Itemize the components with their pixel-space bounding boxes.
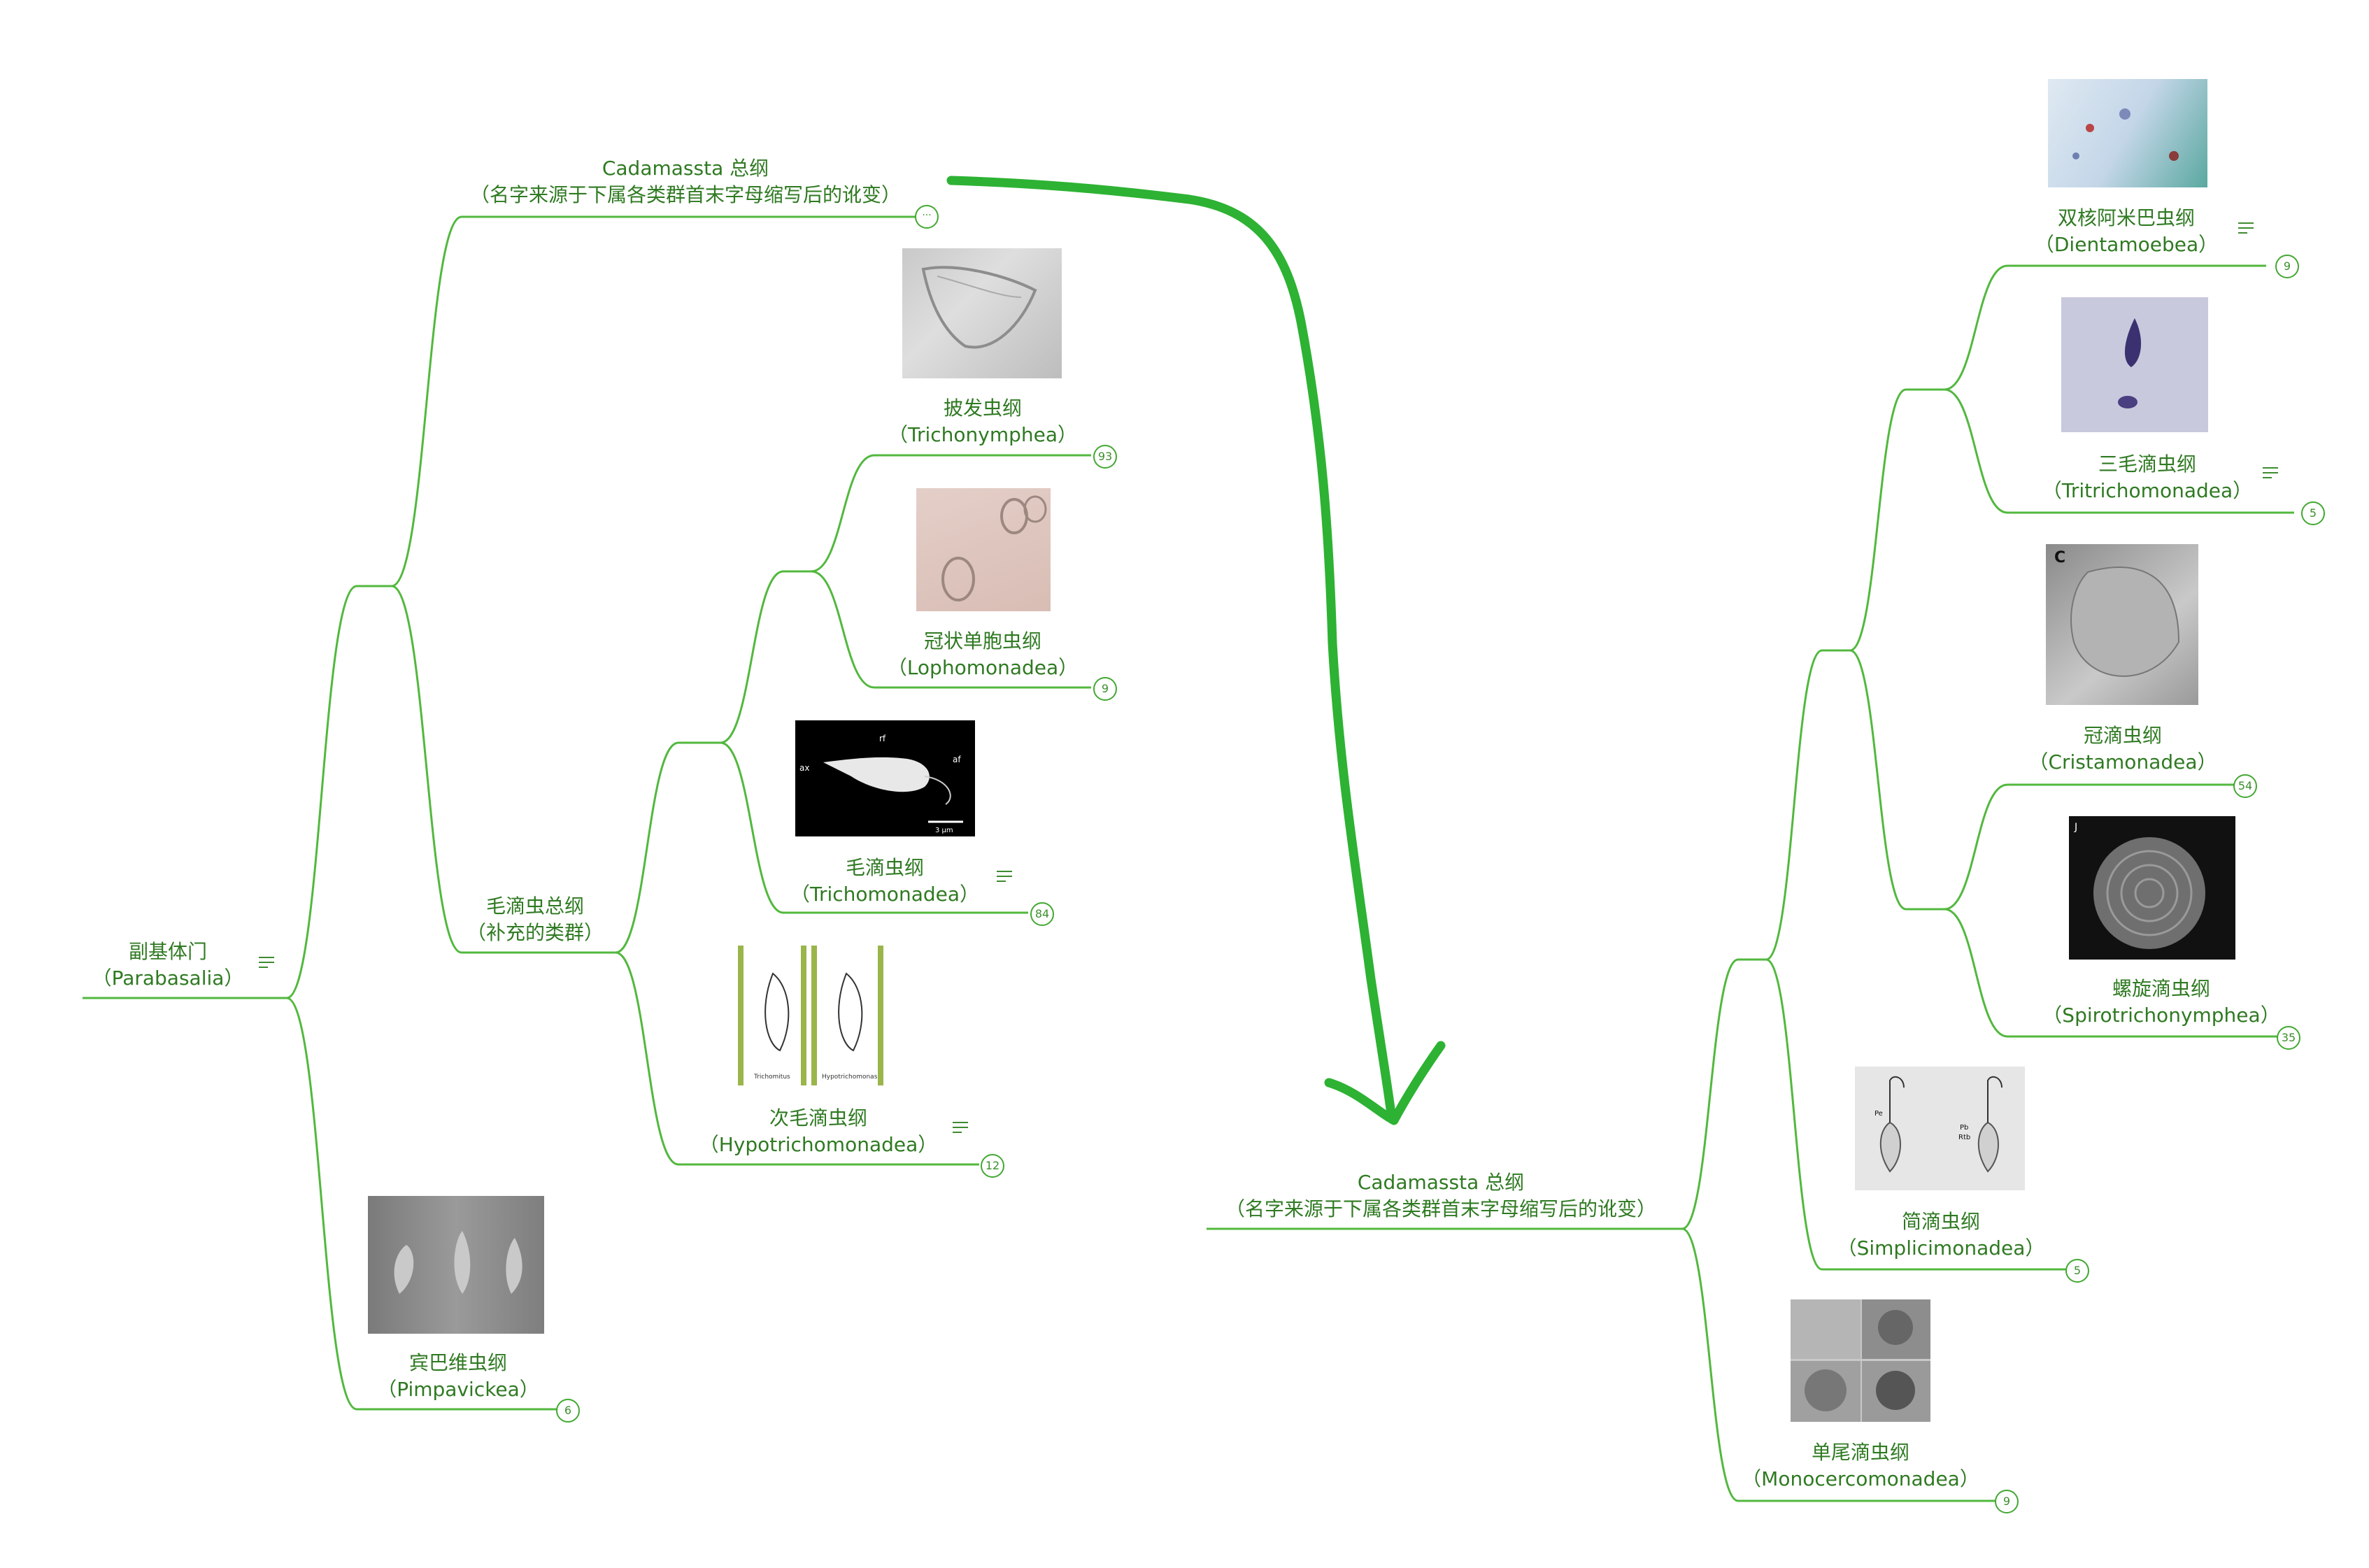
node-trichonymphea[interactable]: 披发虫纲 （Trichonymphea） bbox=[867, 395, 1098, 448]
image-label: ax bbox=[799, 763, 809, 773]
node-title: 披发虫纲 bbox=[943, 397, 1022, 420]
node-title: 三毛滴虫纲 bbox=[2098, 452, 2196, 476]
trichomonadea-image: ax rf af 3 μm bbox=[795, 720, 975, 836]
node-title: 副基体门 bbox=[128, 940, 207, 963]
child-count-badge[interactable]: 84 bbox=[1030, 902, 1054, 926]
node-cadamassta-left[interactable]: Cadamassta 总纲 （名字来源于下属各类群首末字母缩写后的讹变） bbox=[455, 155, 916, 208]
node-title: Cadamassta 总纲 bbox=[1357, 1171, 1525, 1194]
node-latin-name: （Pimpavickea） bbox=[377, 1378, 539, 1401]
node-hypotrichomonadea[interactable]: 次毛滴虫纲 （Hypotrichomonadea） bbox=[692, 1105, 944, 1158]
monocercomonadea-image bbox=[1791, 1299, 1930, 1422]
node-title: 螺旋滴虫纲 bbox=[2112, 977, 2210, 1000]
collapse-toggle-button[interactable]: ··· bbox=[915, 205, 939, 229]
node-title: 毛滴虫纲 bbox=[845, 856, 924, 879]
node-description: （名字来源于下属各类群首末字母缩写后的讹变） bbox=[1225, 1197, 1656, 1220]
node-latin-name: （Lophomonadea） bbox=[887, 656, 1079, 679]
node-cristamonadea[interactable]: 冠滴虫纲 （Cristamonadea） bbox=[2007, 722, 2238, 776]
image-label: Pe bbox=[1874, 1110, 1883, 1118]
node-cadamassta-right[interactable]: Cadamassta 总纲 （名字来源于下属各类群首末字母缩写后的讹变） bbox=[1217, 1169, 1665, 1223]
node-description: （名字来源于下属各类群首末字母缩写后的讹变） bbox=[469, 183, 901, 206]
node-latin-name: （Trichomonadea） bbox=[790, 883, 980, 906]
node-title: 毛滴虫总纲 bbox=[485, 895, 584, 918]
node-title: Cadamassta 总纲 bbox=[602, 157, 769, 180]
node-title: 单尾滴虫纲 bbox=[1811, 1441, 1909, 1464]
image-label: Hypotrichomonas bbox=[822, 1074, 878, 1081]
scale-bar-label: 3 μm bbox=[935, 827, 953, 834]
note-icon[interactable] bbox=[2238, 222, 2254, 235]
node-lophomonadea[interactable]: 冠状单胞虫纲 （Lophomonadea） bbox=[867, 628, 1098, 681]
node-latin-name: （Cristamonadea） bbox=[2028, 750, 2217, 774]
node-monocercomonadea[interactable]: 单尾滴虫纲 （Monocercomonadea） bbox=[1742, 1439, 1979, 1492]
node-description: （补充的类群） bbox=[466, 921, 604, 944]
node-latin-name: （Spirotrichonymphea） bbox=[2042, 1004, 2280, 1027]
node-latin-name: （Dientamoebea） bbox=[2034, 233, 2219, 256]
image-label: C bbox=[2054, 549, 2065, 566]
child-count-badge[interactable]: 9 bbox=[2275, 255, 2299, 278]
node-latin-name: （Trichonymphea） bbox=[888, 423, 1078, 446]
image-label: af bbox=[953, 755, 961, 764]
note-icon[interactable] bbox=[2263, 467, 2278, 480]
node-title: 双核阿米巴虫纲 bbox=[2057, 206, 2195, 229]
trichonymphea-image bbox=[902, 248, 1062, 378]
node-trichomonadea[interactable]: 毛滴虫纲 （Trichomonadea） bbox=[769, 855, 1000, 908]
pimpavickea-image bbox=[368, 1196, 544, 1334]
child-count-badge[interactable]: 12 bbox=[981, 1154, 1004, 1178]
child-count-badge[interactable]: 5 bbox=[2065, 1259, 2089, 1283]
node-latin-name: （Simplicimonadea） bbox=[1837, 1236, 2045, 1260]
note-icon[interactable] bbox=[259, 957, 274, 969]
node-latin-name: （Parabasalia） bbox=[92, 967, 244, 990]
child-count-badge[interactable]: 6 bbox=[556, 1399, 580, 1423]
lophomonadea-image bbox=[916, 488, 1051, 611]
node-latin-name: （Tritrichomonadea） bbox=[2042, 479, 2253, 502]
image-label: Rtb bbox=[1958, 1134, 1970, 1141]
note-icon[interactable] bbox=[997, 871, 1012, 883]
child-count-badge[interactable]: 35 bbox=[2277, 1026, 2300, 1050]
note-icon[interactable] bbox=[953, 1122, 968, 1134]
node-spirotrichonymphea[interactable]: 螺旋滴虫纲 （Spirotrichonymphea） bbox=[2032, 976, 2291, 1029]
image-label: Trichomitus bbox=[753, 1074, 790, 1081]
node-title: 简滴虫纲 bbox=[1901, 1210, 1980, 1233]
child-count-badge[interactable]: 54 bbox=[2233, 774, 2257, 798]
spirotrichonymphea-image: J bbox=[2069, 816, 2235, 960]
image-label: rf bbox=[879, 734, 886, 743]
node-pimpavickea[interactable]: 宾巴维虫纲 （Pimpavickea） bbox=[350, 1350, 567, 1403]
child-count-badge[interactable]: 93 bbox=[1093, 445, 1117, 469]
node-latin-name: （Hypotrichomonadea） bbox=[699, 1133, 938, 1156]
child-count-badge[interactable]: 9 bbox=[1093, 677, 1117, 701]
root-node-parabasalia[interactable]: 副基体门 （Parabasalia） bbox=[77, 939, 259, 992]
image-label: Pb bbox=[1960, 1124, 1968, 1132]
node-tritrichomonadea[interactable]: 三毛滴虫纲 （Tritrichomonadea） bbox=[2028, 451, 2266, 504]
dientamoebea-image bbox=[2048, 79, 2207, 187]
image-label: J bbox=[2074, 822, 2077, 833]
hypotrichomonadea-image: Trichomitus Hypotrichomonas bbox=[734, 946, 888, 1085]
handdrawn-arrow bbox=[946, 176, 1446, 1125]
node-title: 次毛滴虫纲 bbox=[769, 1106, 867, 1129]
node-title: 冠滴虫纲 bbox=[2083, 724, 2162, 747]
tritrichomonadea-image bbox=[2061, 297, 2208, 432]
simplicimonadea-image: Pe Pb Rtb bbox=[1855, 1067, 2025, 1190]
node-title: 宾巴维虫纲 bbox=[408, 1351, 507, 1374]
node-simplicimonadea[interactable]: 简滴虫纲 （Simplicimonadea） bbox=[1826, 1209, 2056, 1262]
node-trichomonada-super[interactable]: 毛滴虫总纲 （补充的类群） bbox=[448, 893, 623, 946]
child-count-badge[interactable]: 9 bbox=[1995, 1490, 2019, 1513]
node-title: 冠状单胞虫纲 bbox=[923, 629, 1041, 653]
child-count-badge[interactable]: 5 bbox=[2301, 501, 2325, 525]
node-dientamoebea[interactable]: 双核阿米巴虫纲 （Dientamoebea） bbox=[2007, 205, 2245, 258]
node-latin-name: （Monocercomonadea） bbox=[1742, 1467, 1979, 1490]
cristamonadea-image: C bbox=[2046, 544, 2198, 705]
